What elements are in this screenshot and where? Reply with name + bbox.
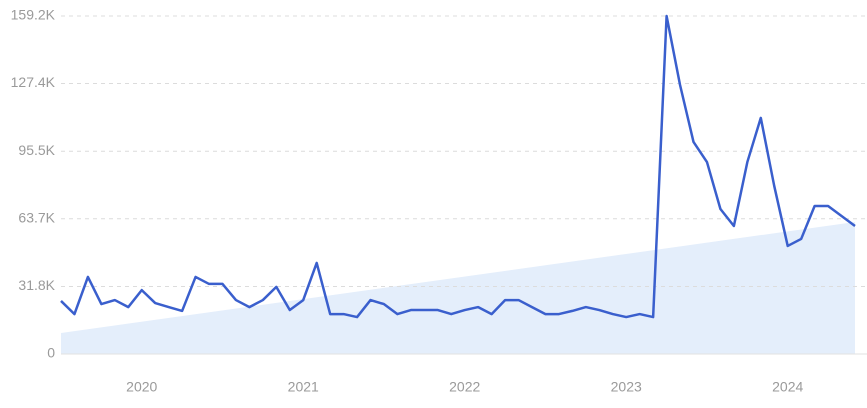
y-tick-label: 0: [47, 345, 55, 361]
line: [60, 14, 856, 319]
trend-area: [61, 221, 855, 354]
y-tick-label: 31.8K: [18, 277, 55, 293]
y-tick-label: 63.7K: [18, 209, 55, 225]
y-tick-label: 159.2K: [11, 7, 56, 23]
y-tick-label: 95.5K: [18, 142, 55, 158]
x-tick-label: 2023: [611, 379, 642, 395]
x-tick-label: 2020: [126, 379, 157, 395]
x-tick-label: 2022: [449, 379, 480, 395]
x-tick-label: 2021: [288, 379, 319, 395]
x-tick-label: 2024: [772, 379, 803, 395]
y-tick-label: 127.4K: [11, 74, 56, 90]
